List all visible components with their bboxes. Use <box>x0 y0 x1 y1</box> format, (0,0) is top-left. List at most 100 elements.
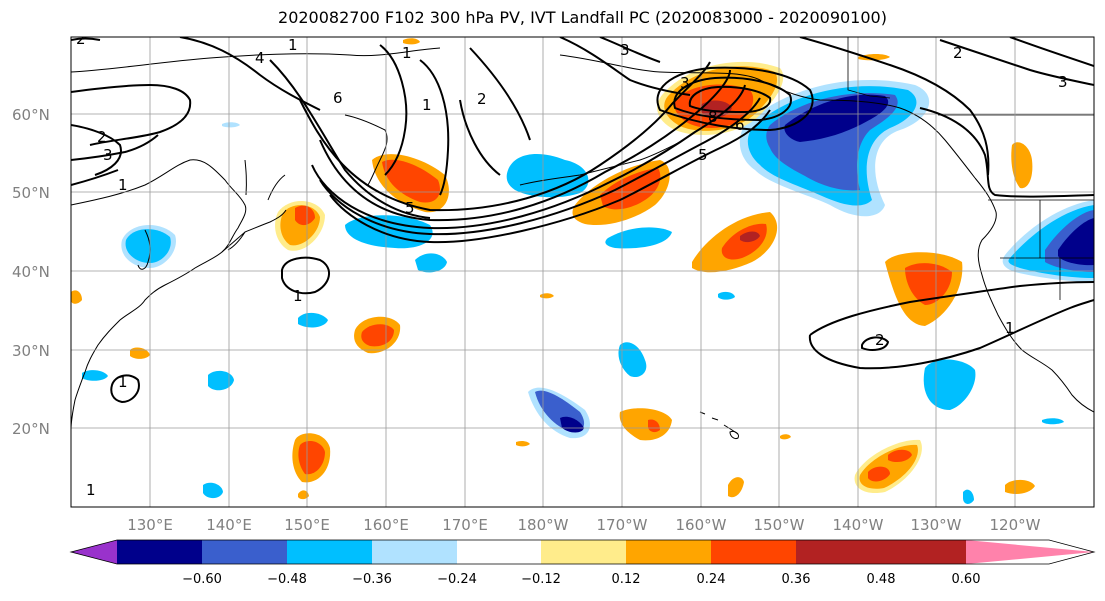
pv-high-japan-e-core <box>295 205 315 226</box>
pv-high-p <box>858 54 890 61</box>
contour-label: 1 <box>118 373 128 391</box>
colorbar-extend-high-tip <box>966 540 1094 564</box>
contour-west-1 <box>71 83 192 146</box>
contour-label: 3 <box>1058 73 1068 91</box>
political-boundaries <box>847 37 1094 300</box>
colorbar-outline <box>69 539 1096 565</box>
colorbar-bin <box>626 540 711 564</box>
colorbar-extend-low <box>71 540 117 564</box>
pv-low-south-k <box>222 122 240 128</box>
pv-low-uswest-deep <box>1058 218 1094 266</box>
pv-high-i <box>1011 142 1033 189</box>
pv-low-south-b <box>618 342 647 378</box>
colorbar-bin <box>202 540 287 564</box>
contour-label: 1 <box>293 287 303 305</box>
contour-jet-2 <box>319 97 761 236</box>
contour-label: 2 <box>953 44 963 62</box>
pv-high-k <box>1005 479 1035 494</box>
contour-pnw <box>919 107 1094 198</box>
pv-high-s <box>403 38 420 45</box>
pv-low-south-d <box>208 370 234 391</box>
pv-high-l <box>728 477 744 498</box>
lon-label: 170°W <box>597 516 648 534</box>
contour-label: 6 <box>333 89 343 107</box>
pv-high-f-core <box>298 440 325 475</box>
pv-high-m <box>540 293 554 299</box>
colorbar-label: 0.36 <box>782 572 811 587</box>
lon-label: 160°E <box>363 516 409 534</box>
coast-nwamerica <box>974 177 1094 413</box>
contour-label: 1 <box>422 96 432 114</box>
contour-loop-gulf-2 <box>673 76 792 122</box>
contour-jet-6 <box>269 59 431 219</box>
contour-ne-2 <box>599 37 661 63</box>
lon-label: 150°E <box>284 516 330 534</box>
contour-label: 6 <box>735 116 745 134</box>
colorbar-label: −0.24 <box>437 572 477 587</box>
colorbar-bin <box>457 540 541 564</box>
border-us-states <box>1000 200 1094 300</box>
contour-subtrop-2 <box>808 299 1094 370</box>
colorbar-label: −0.60 <box>182 572 222 587</box>
colorbar-label: 0.60 <box>952 572 981 587</box>
contour-subtrop-small <box>861 336 890 351</box>
lat-label: 40°N <box>12 263 50 281</box>
colorbar: −0.60 −0.48 −0.36 −0.24 −0.12 0.12 0.24 … <box>69 539 1096 587</box>
lon-label: 150°W <box>754 516 805 534</box>
lon-label: 130°E <box>127 516 173 534</box>
contour-ne-edge <box>939 37 1094 86</box>
pv-low-south-i <box>963 489 974 504</box>
colorbar-label: 0.24 <box>697 572 726 587</box>
contour-jet-1 <box>329 109 771 244</box>
lon-label: 160°W <box>676 516 727 534</box>
pv-high-r <box>298 490 309 500</box>
coast-korea <box>137 229 151 270</box>
longitude-labels: 130°E 140°E 150°E 160°E 170°E 180°W 170°… <box>127 516 1040 534</box>
pv-low-south-g <box>203 482 223 499</box>
colorbar-labels: −0.60 −0.48 −0.36 −0.24 −0.12 0.12 0.24 … <box>182 572 980 587</box>
contour-label: 1 <box>118 176 128 194</box>
contour-label: 1 <box>288 36 298 54</box>
pv-high-midpac-core <box>600 168 661 210</box>
lon-label: 130°W <box>911 516 962 534</box>
pv-low-south-a-core <box>560 416 584 433</box>
pv-high-gulf-deep <box>700 100 732 118</box>
contour-label: 4 <box>255 49 265 67</box>
colorbar-bin <box>287 540 372 564</box>
contour-label: 3 <box>103 146 113 164</box>
contour-label: 2 <box>76 30 86 48</box>
contour-ne-1 <box>559 37 691 96</box>
pv-high-h-core <box>868 449 912 482</box>
lat-label: 20°N <box>12 420 50 438</box>
latitude-labels: 60°N 50°N 40°N 30°N 20°N <box>12 106 50 438</box>
contour-west-4 <box>71 169 119 186</box>
contour-label: 2 <box>97 128 107 146</box>
border-alaska <box>847 37 891 99</box>
pv-high-g-core <box>648 419 660 433</box>
coast-aleutians <box>519 141 681 186</box>
contour-label: 2 <box>875 331 885 349</box>
lon-label: 170°E <box>442 516 488 534</box>
contour-labels: 2 3 1 4 1 1 2 3 3 6 5 6 8 1 5 2 3 2 1 1 … <box>76 30 1068 499</box>
pv-low-alaska-deep <box>784 94 889 142</box>
coast-asia <box>71 159 247 431</box>
colorbar-bin <box>117 540 202 564</box>
colorbar-extend-high <box>881 540 966 564</box>
lon-label: 180°W <box>518 516 569 534</box>
contour-west-3 <box>71 134 159 161</box>
pv-low-south-h <box>718 291 735 300</box>
lon-label: 140°W <box>833 516 884 534</box>
pv-low-kuril-b <box>415 253 447 273</box>
contour-label: 2 <box>477 90 487 108</box>
colorbar-label: 0.12 <box>612 572 641 587</box>
pv-low-south-f <box>82 370 108 381</box>
pv-high-q <box>780 434 791 440</box>
colorbar-bin <box>796 540 881 564</box>
coast-alaska <box>559 54 976 179</box>
map-frame <box>70 36 1095 508</box>
contour-jet-4 <box>319 69 731 222</box>
contour-label: 1 <box>86 481 96 499</box>
lat-label: 50°N <box>12 184 50 202</box>
contour-ridge-b <box>419 59 450 196</box>
contour-label: 5 <box>405 199 415 217</box>
